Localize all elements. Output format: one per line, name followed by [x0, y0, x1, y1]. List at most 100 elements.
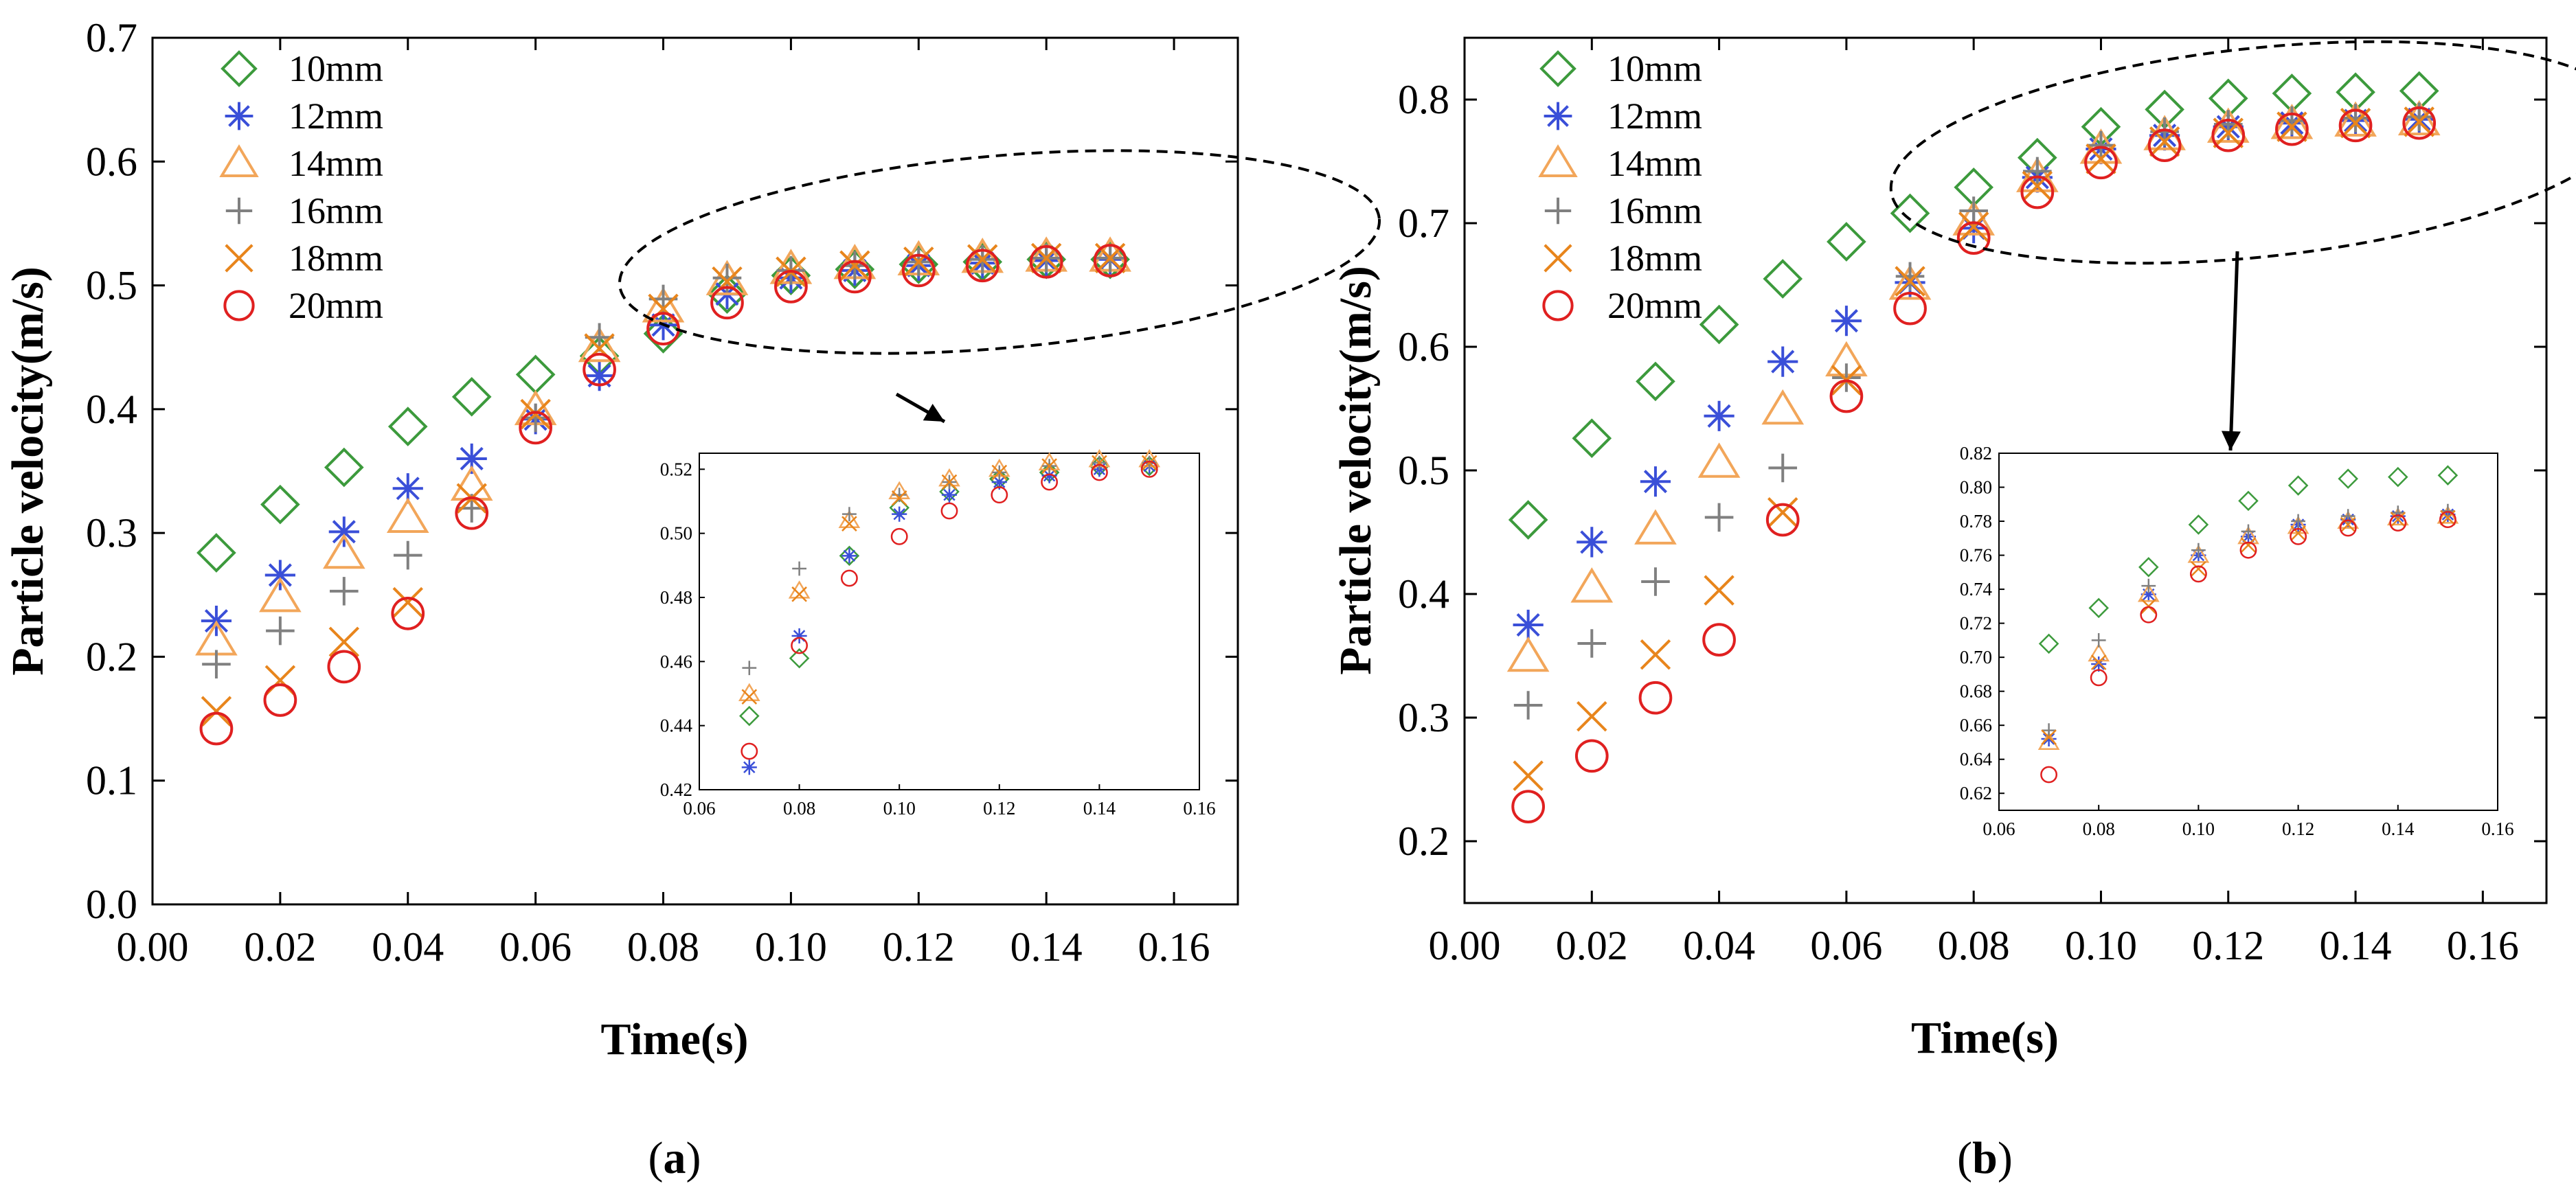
x-tick-label: 0.08 [627, 924, 699, 970]
inset-data-point [2241, 524, 2256, 539]
data-point [1570, 567, 1614, 603]
data-point [1704, 575, 1735, 606]
inset-data-point [890, 527, 908, 545]
data-point [1888, 264, 1932, 300]
inset-data-point [2140, 586, 2156, 602]
legend-label: 10mm [289, 48, 383, 89]
inset-data-point [2388, 466, 2408, 488]
inset-data-point [941, 487, 958, 503]
data-point [2020, 175, 2055, 209]
zoom-ellipse [618, 149, 1381, 355]
data-point [521, 403, 550, 433]
data-point [519, 411, 553, 445]
zoom-arrow-head [2221, 431, 2241, 450]
inset-series-18mm [741, 455, 1157, 705]
data-point [392, 473, 423, 504]
legend-marker [1544, 197, 1572, 225]
data-point [386, 497, 429, 534]
inset-data-point [2340, 516, 2356, 533]
inset-data-point [792, 561, 806, 576]
data-point [1765, 503, 1800, 537]
inset-data-point [739, 705, 760, 727]
data-point [2079, 128, 2123, 164]
inset-x-tick-label: 0.10 [883, 798, 916, 819]
inset-data-point [991, 464, 1008, 481]
panel-label: (b) [1957, 1133, 2013, 1183]
data-point [578, 326, 621, 363]
legend-marker [219, 144, 259, 177]
x-tick-label: 0.10 [2065, 923, 2137, 968]
data-point [2147, 128, 2182, 162]
legend-marker [225, 102, 253, 130]
data-point [1640, 639, 1671, 670]
inset-data-point [2339, 519, 2357, 537]
y-tick-label: 0.4 [1398, 571, 1449, 617]
legend-marker [1542, 290, 1574, 321]
inset-y-tick-label: 0.82 [1960, 443, 1992, 464]
data-point [1577, 629, 1607, 658]
inset-data-point [741, 759, 757, 775]
legend-label: 20mm [289, 285, 383, 326]
data-point [2023, 157, 2052, 186]
inset-data-point [2390, 512, 2406, 527]
inset-data-point [2437, 465, 2459, 486]
inset-data-point [791, 586, 807, 602]
data-point [1761, 389, 1805, 425]
data-point [839, 250, 870, 281]
data-point [387, 407, 428, 446]
data-point [710, 286, 744, 320]
data-point [328, 516, 359, 547]
inset-x-tick-label: 0.08 [2083, 819, 2115, 839]
legend-marker [223, 290, 255, 321]
inset-y-tick-label: 0.68 [1960, 681, 1992, 702]
inset-data-point [2437, 505, 2459, 524]
data-point [1577, 700, 1607, 732]
data-point [1767, 496, 1798, 528]
legend-label: 14mm [1607, 143, 1702, 184]
inset-data-point [742, 661, 757, 676]
inset-series-10mm [2038, 465, 2459, 654]
x-axis-title: Time(s) [1911, 1013, 2059, 1063]
inset-y-tick-label: 0.48 [660, 587, 692, 608]
data-point [260, 484, 300, 525]
inset-data-point [892, 506, 907, 522]
inset-y-tick-label: 0.50 [660, 523, 692, 544]
inset-x-tick-label: 0.06 [1982, 819, 2015, 839]
inset-data-point [791, 628, 807, 644]
y-tick-label: 0.7 [1398, 201, 1449, 246]
data-point [1636, 361, 1675, 402]
data-point [1895, 262, 1925, 291]
data-point [1513, 760, 1544, 791]
legend-marker [225, 244, 253, 273]
data-point [1511, 790, 1546, 823]
data-point [2211, 118, 2246, 152]
y-tick-label: 0.3 [86, 510, 137, 556]
x-axis-title: Time(s) [600, 1014, 748, 1064]
inset-data-point [1140, 460, 1158, 478]
legend-marker [225, 197, 253, 225]
inset-x-tick-label: 0.12 [983, 798, 1015, 819]
inset-data-point [841, 548, 857, 564]
data-point [901, 253, 936, 288]
inset-data-point [2338, 468, 2358, 489]
inset-data-point [789, 648, 810, 669]
inset-data-point [2088, 643, 2110, 662]
series-20mm [199, 244, 1127, 746]
data-point [263, 683, 297, 717]
legend-marker [1544, 244, 1572, 273]
legend-label: 20mm [1607, 285, 1702, 326]
inset-y-tick-label: 0.78 [1960, 511, 1992, 532]
data-point [2086, 130, 2116, 160]
data-point [1829, 379, 1864, 413]
inset-data-point [741, 689, 758, 705]
data-point [266, 616, 295, 646]
data-point [1572, 418, 1612, 459]
x-tick-label: 0.12 [883, 924, 955, 970]
data-point [392, 586, 423, 618]
data-point [1638, 681, 1673, 715]
data-point [1508, 500, 1548, 540]
data-point [515, 354, 556, 395]
data-point [1513, 691, 1543, 720]
x-tick-label: 0.02 [1556, 923, 1628, 968]
